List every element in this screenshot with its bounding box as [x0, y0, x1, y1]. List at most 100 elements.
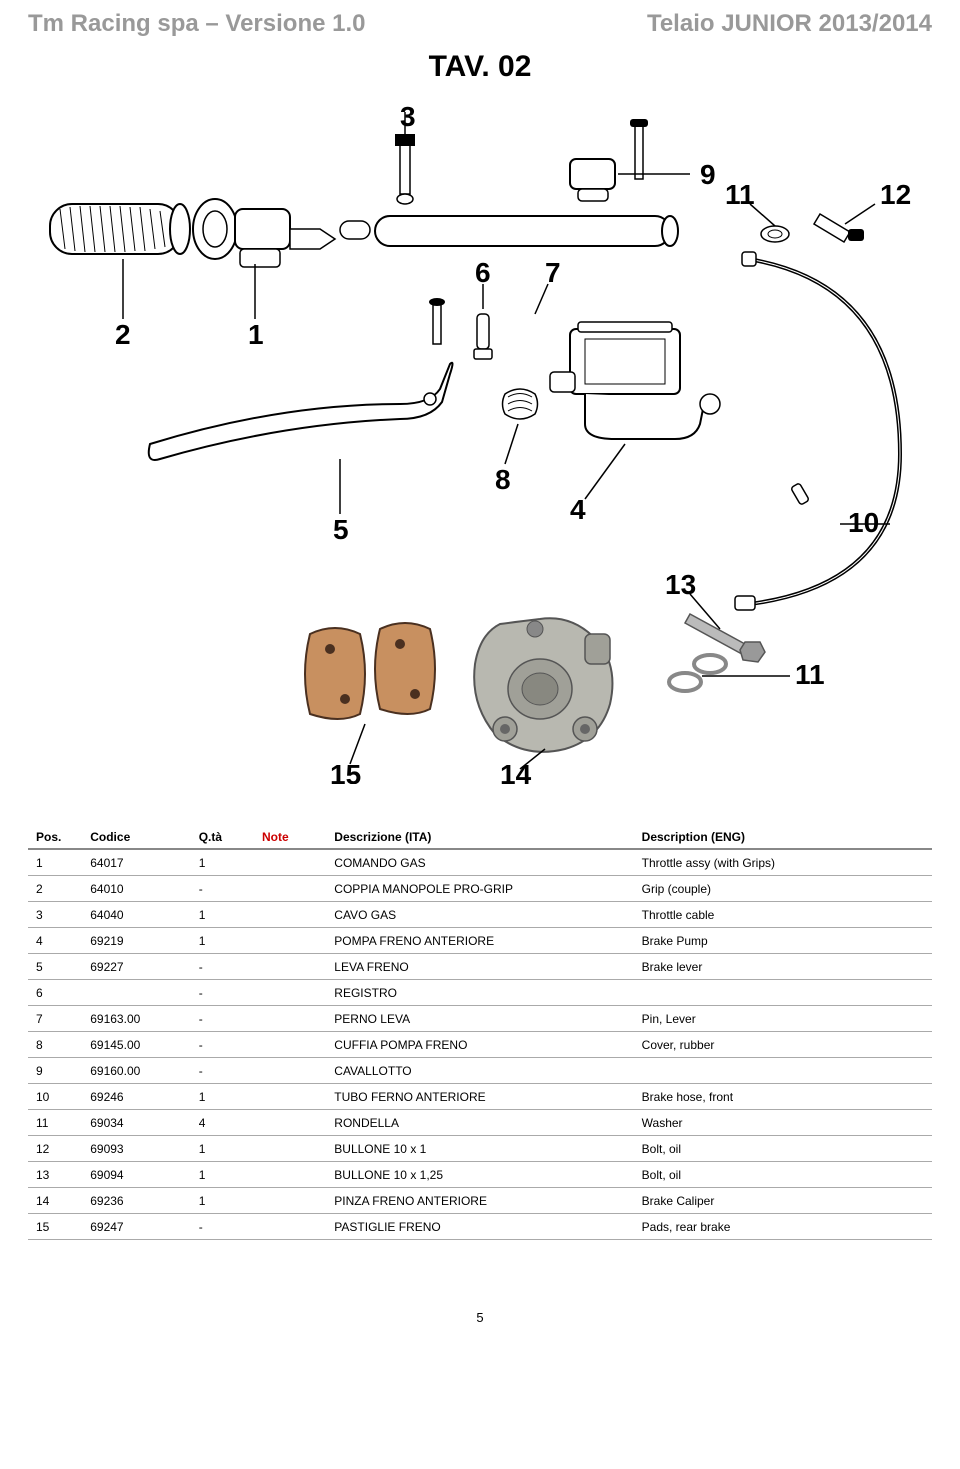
table-row: 10692461TUBO FERNO ANTERIOREBrake hose, … [28, 1084, 932, 1110]
part-master-cyl [550, 322, 720, 439]
cell-eng: Brake Caliper [634, 1188, 932, 1214]
cell-qta: - [191, 980, 254, 1006]
cell-ita: COMANDO GAS [326, 849, 633, 876]
part-caliper [474, 618, 612, 752]
cell-eng: Brake lever [634, 954, 932, 980]
cell-pos: 1 [28, 849, 82, 876]
cell-qta: - [191, 876, 254, 902]
callout-11b: 11 [795, 659, 825, 690]
part-lever [149, 363, 453, 460]
cell-qta: - [191, 1032, 254, 1058]
cell-note [254, 1110, 326, 1136]
table-row: 969160.00-CAVALLOTTO [28, 1058, 932, 1084]
cell-codice: 69094 [82, 1162, 190, 1188]
cell-note [254, 954, 326, 980]
cell-codice: 69034 [82, 1110, 190, 1136]
cell-pos: 13 [28, 1162, 82, 1188]
th-note: Note [254, 824, 326, 849]
part-pads [305, 623, 435, 719]
cell-note [254, 1032, 326, 1058]
header-right: Telaio JUNIOR 2013/2014 [647, 10, 932, 38]
th-ita: Descrizione (ITA) [326, 824, 633, 849]
cell-pos: 15 [28, 1214, 82, 1240]
cell-codice: 69227 [82, 954, 190, 980]
cell-ita: COPPIA MANOPOLE PRO-GRIP [326, 876, 633, 902]
cell-codice: 69246 [82, 1084, 190, 1110]
cell-eng: Bolt, oil [634, 1136, 932, 1162]
table-row: 769163.00-PERNO LEVAPin, Lever [28, 1006, 932, 1032]
cell-eng: Cover, rubber [634, 1032, 932, 1058]
table-row: 12690931BULLONE 10 x 1Bolt, oil [28, 1136, 932, 1162]
parts-table: Pos. Codice Q.tà Note Descrizione (ITA) … [28, 824, 932, 1240]
callout-6: 6 [475, 257, 491, 288]
table-row: 869145.00- CUFFIA POMPA FRENOCover, rubbe… [28, 1032, 932, 1058]
callout-12: 12 [880, 179, 911, 210]
cell-codice [82, 980, 190, 1006]
cell-pos: 4 [28, 928, 82, 954]
part-bolt-upper [761, 214, 864, 242]
table-row: 4692191POMPA FRENO ANTERIOREBrake Pump [28, 928, 932, 954]
cell-pos: 14 [28, 1188, 82, 1214]
callout-13: 13 [665, 569, 696, 600]
cell-qta: - [191, 954, 254, 980]
cell-note [254, 1188, 326, 1214]
cell-qta: - [191, 1006, 254, 1032]
table-header-row: Pos. Codice Q.tà Note Descrizione (ITA) … [28, 824, 932, 849]
th-codice: Codice [82, 824, 190, 849]
cell-qta: - [191, 1058, 254, 1084]
part-registro [474, 314, 492, 359]
cell-pos: 11 [28, 1110, 82, 1136]
part-cuffia [503, 389, 538, 419]
table-row: 14692361PINZA FRENO ANTERIOREBrake Calip… [28, 1188, 932, 1214]
cell-eng: Washer [634, 1110, 932, 1136]
table-row: 13690941BULLONE 10 x 1,25Bolt, oil [28, 1162, 932, 1188]
cell-eng: Bolt, oil [634, 1162, 932, 1188]
cell-ita: RONDELLA [326, 1110, 633, 1136]
cell-qta: 4 [191, 1110, 254, 1136]
table-row: 1640171COMANDO GASThrottle assy (with Gr… [28, 849, 932, 876]
cell-note [254, 928, 326, 954]
cell-eng: Brake hose, front [634, 1084, 932, 1110]
cell-note [254, 980, 326, 1006]
callout-2: 2 [115, 319, 131, 350]
cell-qta: 1 [191, 849, 254, 876]
callout-1: 1 [248, 319, 264, 350]
cell-codice: 69145.00 [82, 1032, 190, 1058]
cell-qta: 1 [191, 1084, 254, 1110]
cell-pos: 3 [28, 902, 82, 928]
cell-eng: Pads, rear brake [634, 1214, 932, 1240]
cell-ita: CUFFIA POMPA FRENO [326, 1032, 633, 1058]
cell-pos: 12 [28, 1136, 82, 1162]
cell-codice: 64010 [82, 876, 190, 902]
part-throttle [193, 199, 370, 267]
cell-note [254, 849, 326, 876]
cell-codice: 69247 [82, 1214, 190, 1240]
cell-codice: 69093 [82, 1136, 190, 1162]
cell-eng: Pin, Lever [634, 1006, 932, 1032]
cell-ita: BULLONE 10 x 1,25 [326, 1162, 633, 1188]
th-qta: Q.tà [191, 824, 254, 849]
table-row: 3640401CAVO GASThrottle cable [28, 902, 932, 928]
table-row: 1569247-PASTIGLIE FRENOPads, rear brake [28, 1214, 932, 1240]
callout-15: 15 [330, 759, 361, 784]
cell-note [254, 876, 326, 902]
part-cable-clamp [395, 134, 415, 204]
cell-codice: 69236 [82, 1188, 190, 1214]
cell-ita: REGISTRO [326, 980, 633, 1006]
callout-9: 9 [700, 159, 716, 190]
callout-7: 7 [545, 257, 561, 288]
table-row: 6-REGISTRO [28, 980, 932, 1006]
cell-codice: 64040 [82, 902, 190, 928]
cell-note [254, 1084, 326, 1110]
cell-ita: PERNO LEVA [326, 1006, 633, 1032]
callout-5: 5 [333, 514, 349, 545]
callout-10: 10 [848, 507, 879, 538]
cell-qta: 1 [191, 928, 254, 954]
cell-qta: 1 [191, 1188, 254, 1214]
cell-ita: CAVO GAS [326, 902, 633, 928]
cell-pos: 9 [28, 1058, 82, 1084]
cell-note [254, 1214, 326, 1240]
cell-pos: 8 [28, 1032, 82, 1058]
callout-11a: 11 [725, 179, 755, 210]
cell-eng: Throttle cable [634, 902, 932, 928]
